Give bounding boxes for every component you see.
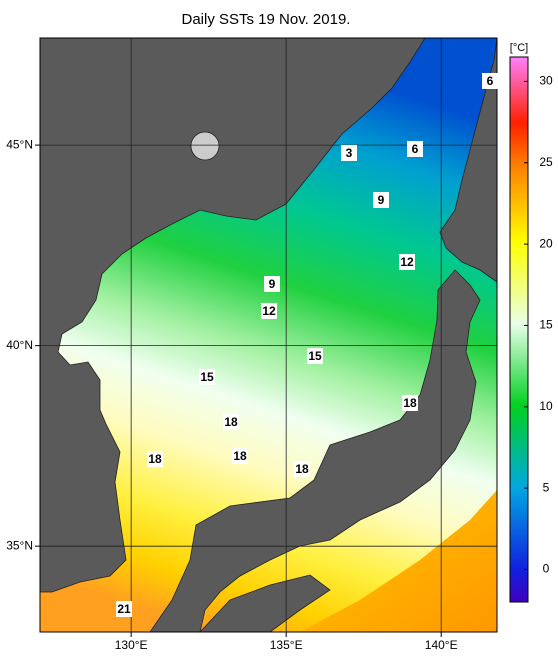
colorbar-tick-label: 30 bbox=[539, 74, 553, 88]
contour-label: 18 bbox=[233, 449, 247, 463]
y-tick-label: 40°N bbox=[6, 338, 33, 352]
pacific bbox=[300, 490, 497, 632]
colorbar bbox=[509, 56, 529, 603]
contour-label-box bbox=[116, 601, 132, 617]
contour-label-box bbox=[261, 303, 277, 319]
hokkaido bbox=[439, 38, 497, 283]
contour-label: 9 bbox=[269, 277, 276, 291]
contour-label: 21 bbox=[117, 602, 131, 616]
contour-label-box bbox=[307, 348, 323, 364]
contour-label: 3 bbox=[346, 146, 353, 160]
contour-label: 12 bbox=[400, 255, 414, 269]
contour-label: 12 bbox=[262, 304, 276, 318]
honshu bbox=[149, 269, 481, 632]
contour-label: 6 bbox=[412, 142, 419, 156]
x-tick-label: 140°E bbox=[425, 638, 458, 652]
contour-label-box bbox=[482, 73, 498, 89]
colorbar-tick-label: 10 bbox=[539, 399, 553, 413]
colorbar-tick-label: 0 bbox=[543, 562, 550, 576]
x-tick-label: 135°E bbox=[270, 638, 303, 652]
continent bbox=[40, 38, 426, 593]
contour-label: 18 bbox=[224, 415, 238, 429]
colorbar-unit: [°C] bbox=[510, 42, 528, 54]
colorbar-tick-label: 20 bbox=[539, 236, 553, 250]
shikoku-kyushu bbox=[199, 574, 331, 632]
contour-label-box bbox=[373, 192, 389, 208]
map-title: Daily SSTs 19 Nov. 2019. bbox=[182, 11, 351, 28]
contour-label: 15 bbox=[200, 370, 214, 384]
grid bbox=[40, 38, 497, 632]
contour-label-box bbox=[147, 451, 163, 467]
lake bbox=[190, 131, 220, 161]
contour-label: 18 bbox=[148, 452, 162, 466]
contour-label-box bbox=[264, 276, 280, 292]
map-area bbox=[40, 38, 497, 632]
contour-label-box bbox=[407, 141, 423, 157]
contour-label-box bbox=[399, 254, 415, 270]
contour-label-box bbox=[294, 461, 310, 477]
contour-label-box bbox=[341, 145, 357, 161]
x-tick-label: 130°E bbox=[115, 638, 148, 652]
contour-label: 18 bbox=[403, 396, 417, 410]
colorbar-tick-label: 5 bbox=[543, 480, 550, 494]
contour-label: 6 bbox=[487, 74, 494, 88]
contour-label-box bbox=[199, 369, 215, 385]
y-tick-label: 35°N bbox=[6, 538, 33, 552]
contour-label: 9 bbox=[378, 193, 385, 207]
map-frame bbox=[39, 37, 498, 633]
contour-label-box bbox=[223, 414, 239, 430]
colorbar-tick-label: 25 bbox=[539, 155, 553, 169]
y-tick-label: 45°N bbox=[6, 137, 33, 151]
contour-label-box bbox=[402, 395, 418, 411]
colorbar-tick-label: 15 bbox=[539, 318, 553, 332]
contour-label: 15 bbox=[308, 349, 322, 363]
contour-label-box bbox=[232, 448, 248, 464]
contour-label: 18 bbox=[295, 462, 309, 476]
